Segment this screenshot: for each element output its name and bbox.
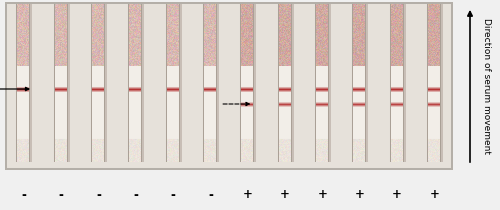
Text: -: - bbox=[208, 189, 213, 202]
Text: +: + bbox=[430, 189, 440, 202]
Text: +: + bbox=[280, 189, 290, 202]
Text: -: - bbox=[96, 189, 101, 202]
Text: +: + bbox=[318, 189, 328, 202]
Text: -: - bbox=[133, 189, 138, 202]
Text: +: + bbox=[354, 189, 364, 202]
Text: -: - bbox=[170, 189, 175, 202]
Text: +: + bbox=[242, 189, 252, 202]
Text: Direction of serum movement: Direction of serum movement bbox=[482, 18, 492, 154]
Text: +: + bbox=[392, 189, 402, 202]
Text: -: - bbox=[58, 189, 64, 202]
Text: -: - bbox=[21, 189, 26, 202]
